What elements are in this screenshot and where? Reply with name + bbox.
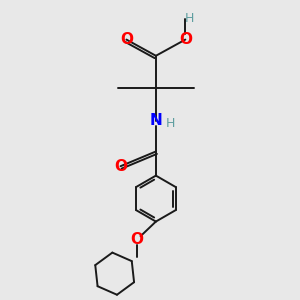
- Text: N: N: [149, 113, 162, 128]
- Text: O: O: [179, 32, 192, 47]
- Text: O: O: [130, 232, 143, 247]
- Text: H: H: [185, 13, 194, 26]
- Text: O: O: [120, 32, 133, 47]
- Text: H: H: [166, 117, 175, 130]
- Text: O: O: [114, 159, 127, 174]
